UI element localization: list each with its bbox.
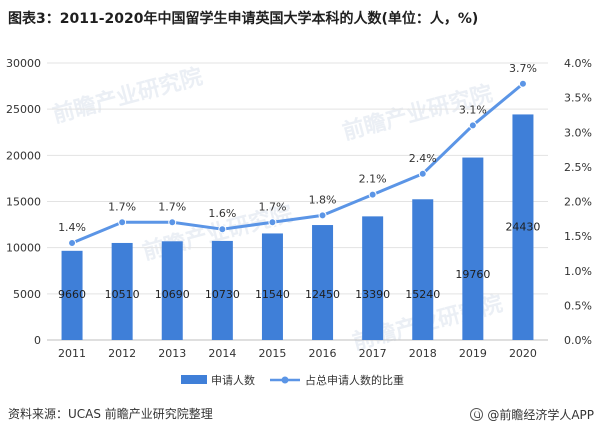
x-tick-label: 2019 <box>459 347 487 360</box>
y2-tick-label: 2.5% <box>564 161 592 174</box>
chart-title: 图表3：2011-2020年中国留学生申请英国大学本科的人数(单位：人，%) <box>8 11 479 27</box>
x-tick-label: 2018 <box>409 347 437 360</box>
brand-logo-icon <box>470 408 484 421</box>
line-value-label: 1.7% <box>108 200 136 213</box>
bar-value-label: 13390 <box>355 288 390 301</box>
bar <box>261 233 283 340</box>
legend-label: 占总申请人数的比重 <box>305 373 404 387</box>
bar <box>312 225 334 340</box>
y-tick-label: 20000 <box>6 149 41 162</box>
line-point <box>418 169 427 178</box>
source-note: 资料来源：UCAS 前瞻产业研究院整理 <box>8 407 213 421</box>
bar <box>512 114 534 341</box>
y-tick-label: 10000 <box>6 242 41 255</box>
line-value-label: 1.4% <box>58 221 86 234</box>
bar <box>61 250 83 340</box>
y-tick-label: 30000 <box>6 57 41 70</box>
bar <box>362 216 384 340</box>
y-tick-label: 15000 <box>6 196 41 209</box>
bar-value-label: 10690 <box>155 288 190 301</box>
y2-tick-label: 0.5% <box>564 299 592 312</box>
y-tick-label: 5000 <box>13 288 41 301</box>
x-tick-label: 2011 <box>58 347 86 360</box>
y2-tick-label: 3.5% <box>564 92 592 105</box>
bar <box>412 199 434 340</box>
line-value-label: 1.6% <box>208 207 236 220</box>
line-point <box>318 211 327 220</box>
line-point <box>218 225 227 234</box>
bar-value-label: 10510 <box>105 288 140 301</box>
legend-label: 申请人数 <box>211 374 255 387</box>
bar-value-label: 12450 <box>305 288 340 301</box>
line-point <box>118 218 127 227</box>
y2-tick-label: 1.5% <box>564 230 592 243</box>
line-value-label: 1.8% <box>309 193 337 206</box>
bar-value-label: 19760 <box>455 268 490 281</box>
line-value-label: 3.7% <box>509 62 537 75</box>
line-point <box>368 190 377 199</box>
x-tick-label: 2014 <box>208 347 236 360</box>
line-point <box>518 79 527 88</box>
x-tick-label: 2015 <box>258 347 286 360</box>
legend-bar-swatch <box>181 375 207 384</box>
line-point <box>268 218 277 227</box>
y2-tick-label: 3.0% <box>564 126 592 139</box>
bar-value-label: 10730 <box>205 288 240 301</box>
bar <box>111 242 133 340</box>
line-point <box>68 239 77 248</box>
line-value-label: 2.4% <box>409 152 437 165</box>
bar-value-label: 15240 <box>405 288 440 301</box>
x-tick-label: 2013 <box>158 347 186 360</box>
y-tick-label: 25000 <box>6 103 41 116</box>
y2-tick-label: 4.0% <box>564 57 592 70</box>
line-point <box>168 218 177 227</box>
y-tick-label: 0 <box>34 334 41 347</box>
bar <box>211 240 233 340</box>
brand-credit: @前瞻经济学人APP <box>470 406 594 423</box>
y2-tick-label: 1.0% <box>564 265 592 278</box>
x-tick-label: 2012 <box>108 347 136 360</box>
bar-value-label: 9660 <box>58 288 86 301</box>
line-value-label: 3.1% <box>459 103 487 116</box>
legend-line-marker <box>281 376 289 384</box>
x-tick-label: 2020 <box>509 347 537 360</box>
x-tick-label: 2016 <box>309 347 337 360</box>
bar <box>462 157 484 340</box>
line-value-label: 2.1% <box>359 173 387 186</box>
line-series <box>71 82 524 245</box>
y2-tick-label: 0.0% <box>564 334 592 347</box>
y2-tick-label: 2.0% <box>564 196 592 209</box>
bar-value-label: 11540 <box>255 288 290 301</box>
brand-text: @前瞻经济学人APP <box>487 408 594 422</box>
line-value-label: 1.7% <box>258 200 286 213</box>
bar-value-label: 24430 <box>505 220 540 233</box>
line-point <box>468 121 477 130</box>
line-value-label: 1.7% <box>158 200 186 213</box>
x-tick-label: 2017 <box>359 347 387 360</box>
bar <box>161 241 183 340</box>
